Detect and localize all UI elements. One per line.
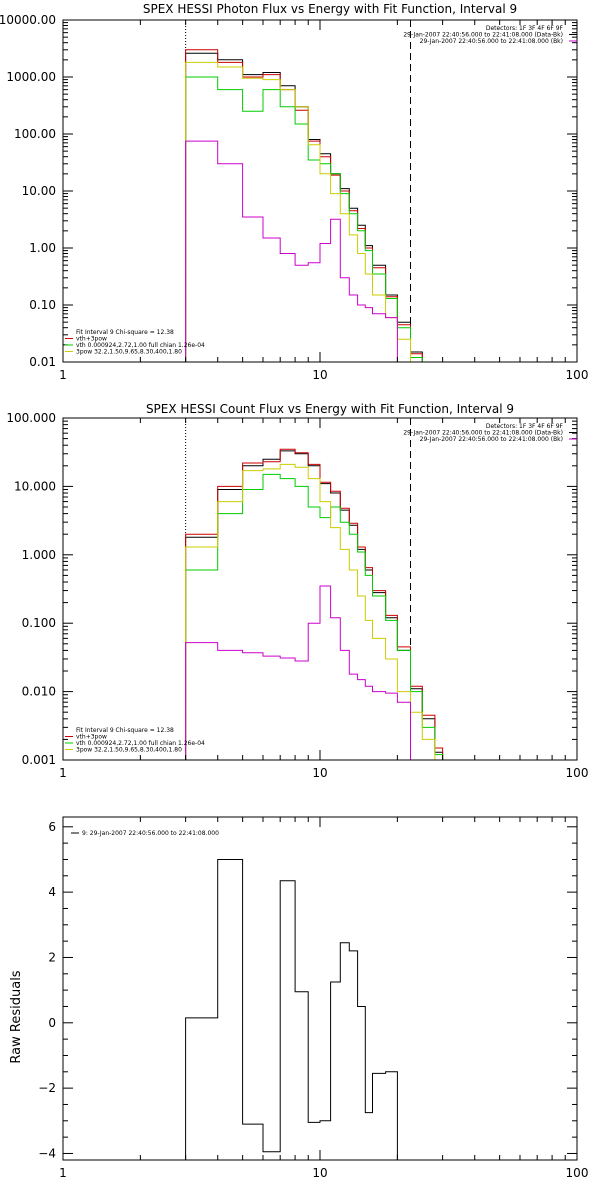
legend-entry: vth 0.000924,2.72,1.00 full chian 1.26e-… xyxy=(76,740,205,747)
y-tick-label: 2 xyxy=(48,950,56,964)
count-flux-panel: SPEX HESSI Count Flux vs Energy with Fit… xyxy=(6,402,589,780)
y-tick-label: 10.00 xyxy=(22,184,56,198)
x-tick-label: 100 xyxy=(566,368,589,382)
series-line-0 xyxy=(185,859,411,1160)
y-tick-label: 1.000 xyxy=(22,548,56,562)
y-tick-label: 0.100 xyxy=(22,616,56,630)
x-tick-label: 1 xyxy=(59,1166,67,1180)
series-line-2 xyxy=(185,473,444,760)
x-tick-label: 100 xyxy=(566,766,589,780)
series-line-4 xyxy=(185,585,411,760)
legend-entry: vth+3pow xyxy=(76,336,107,343)
legend-entry: 29-Jan-2007 22:40:56.000 to 22:41:08.000… xyxy=(420,436,563,443)
y-tick-label: 1.00 xyxy=(29,241,56,255)
legend-entry: Fit Interval 9 Chi-square = 12.38 xyxy=(76,727,174,734)
y-tick-label: −2 xyxy=(38,1081,56,1095)
panel-title: SPEX HESSI Photon Flux vs Energy with Fi… xyxy=(143,2,517,16)
plot-frame xyxy=(62,816,578,1161)
legend-entry: Detectors: 1F 3F 4F 6F 9F xyxy=(486,423,564,430)
legend-entry: 3pow 32.2,1.50,9.65,8.30,400,1.80 xyxy=(76,747,182,754)
series-line-0 xyxy=(185,52,444,362)
series-group xyxy=(185,859,411,1160)
series-line-3 xyxy=(185,61,423,362)
legend-entry: 3pow 32.2,1.50,9.65,8.30,400,1.80 xyxy=(76,349,182,356)
y-tick-label: 0.001 xyxy=(22,753,56,767)
legend-entry: vth+3pow xyxy=(76,734,107,741)
series-line-3 xyxy=(185,463,444,760)
x-tick-label: 10 xyxy=(312,368,327,382)
y-tick-label: 1000.00 xyxy=(6,70,56,84)
y-tick-label: −4 xyxy=(38,1146,56,1160)
y-tick-label: 0.01 xyxy=(29,355,56,369)
panel-title: SPEX HESSI Count Flux vs Energy with Fit… xyxy=(146,402,514,416)
series-line-0 xyxy=(185,450,444,760)
y-tick-label: 100.000 xyxy=(6,411,56,425)
series-line-1 xyxy=(185,448,444,760)
photon-flux-panel: SPEX HESSI Photon Flux vs Energy with Fi… xyxy=(0,2,588,382)
legend-entry: 29-Jan-2007 22:40:56.000 to 22:41:08.000… xyxy=(403,32,563,39)
x-tick-label: 100 xyxy=(566,1166,589,1180)
y-axis-label: Raw Residuals xyxy=(9,970,24,1063)
series-group xyxy=(185,448,444,760)
legend-entry: Detectors: 1F 3F 4F 6F 9F xyxy=(486,25,564,32)
series-line-2 xyxy=(185,76,423,362)
x-tick-label: 1 xyxy=(59,766,67,780)
legend-entry: Fit Interval 9 Chi-square = 12.38 xyxy=(76,329,174,336)
legend-entry: 29-Jan-2007 22:40:56.000 to 22:41:08.000… xyxy=(420,38,563,45)
legend-entry: 9: 29-Jan-2007 22:40:56.000 to 22:41:08.… xyxy=(82,830,219,837)
series-line-4 xyxy=(185,140,398,362)
residuals-panel: Raw Residuals 1 10 100 −4 −2 0 2 4 6 9: 29-Jan-20… xyxy=(9,816,589,1180)
y-tick-label: 0.10 xyxy=(29,298,56,312)
series-group xyxy=(185,49,444,362)
x-tick-label: 10 xyxy=(312,1166,327,1180)
y-tick-label: 100.00 xyxy=(14,127,56,141)
y-tick-label: 0 xyxy=(48,1016,56,1030)
y-tick-label: 10000.00 xyxy=(0,13,56,27)
x-tick-label: 10 xyxy=(312,766,327,780)
x-tick-label: 1 xyxy=(59,368,67,382)
y-tick-label: 6 xyxy=(48,820,56,834)
legend-entry: vth 0.000924,2.72,1.00 full chian 1.26e-… xyxy=(76,342,205,349)
y-tick-label: 0.010 xyxy=(22,685,56,699)
y-tick-label: 10.000 xyxy=(14,479,56,493)
plot-frame xyxy=(62,19,578,363)
y-tick-label: 4 xyxy=(48,885,56,899)
legend-entry: 29-Jan-2007 22:40:56.000 to 22:41:08.000… xyxy=(403,430,563,437)
